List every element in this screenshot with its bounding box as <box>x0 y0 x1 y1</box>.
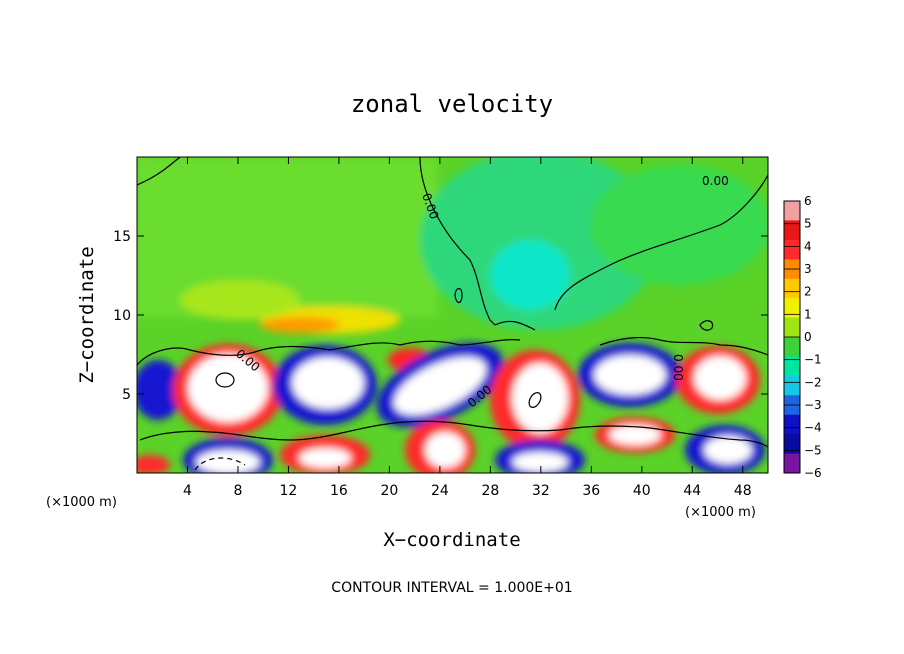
x-tick-label: 4 <box>183 483 192 499</box>
y-tick-label: 15 <box>113 229 131 245</box>
contour-lines <box>137 157 768 471</box>
chart-title: zonal velocity <box>351 90 553 118</box>
x-axis-label: X−coordinate <box>383 529 520 551</box>
colorbar-label: −3 <box>804 398 822 412</box>
colorbar-swatch <box>784 220 800 241</box>
x-axis: 4 8 12 16 20 24 28 32 36 40 44 48 <box>183 157 752 499</box>
colorbar-swatch <box>784 453 800 474</box>
x-tick-label: 28 <box>481 483 499 499</box>
colorbar-swatch <box>784 201 800 221</box>
x-tick-label: 24 <box>431 483 449 499</box>
x-tick-label: 40 <box>633 483 651 499</box>
x-tick-label: 48 <box>734 483 752 499</box>
y-axis-label: Z−coordinate <box>76 246 98 383</box>
x-tick-label: 8 <box>233 483 242 499</box>
x-tick-label: 16 <box>330 483 348 499</box>
colorbar-label: 6 <box>804 194 812 208</box>
colorbar-label: 2 <box>804 285 812 299</box>
colorbar-swatch <box>784 337 800 357</box>
colorbar-swatch <box>784 414 800 435</box>
colorbar-label: 0 <box>804 330 812 344</box>
colorbar-label: 5 <box>804 217 812 231</box>
colorbar-label: 4 <box>804 239 812 253</box>
colorbar-label: 1 <box>804 307 812 321</box>
x-tick-label: 20 <box>380 483 398 499</box>
y-axis: 5 10 15 <box>113 229 768 403</box>
colorbar-swatch <box>784 434 800 455</box>
colorbar: 6 5 4 3 2 1 0 −1 −2 −3 −4 −5 −6 <box>783 194 822 480</box>
colorbar-swatch <box>784 375 800 396</box>
x-unit-left: (×1000 m) <box>46 495 117 510</box>
y-tick-label: 5 <box>122 387 131 403</box>
contour-label: 0.00 <box>671 354 685 381</box>
colorbar-label: −6 <box>804 466 822 480</box>
colorbar-swatch <box>784 356 800 377</box>
contour-interval-note: CONTOUR INTERVAL = 1.000E+01 <box>331 580 572 596</box>
colorbar-swatch <box>784 298 800 319</box>
contour-label: 0.00 <box>702 174 729 188</box>
x-tick-label: 32 <box>532 483 550 499</box>
colorbar-swatch <box>784 278 800 299</box>
x-tick-label: 12 <box>280 483 298 499</box>
colorbar-swatch <box>784 239 800 260</box>
x-tick-label: 44 <box>683 483 701 499</box>
x-tick-label: 36 <box>582 483 600 499</box>
x-unit-right: (×1000 m) <box>685 505 756 520</box>
y-tick-label: 10 <box>113 308 131 324</box>
heatmap-field <box>137 157 768 473</box>
colorbar-label: −4 <box>804 421 822 435</box>
colorbar-label: −1 <box>804 353 822 367</box>
colorbar-label: −5 <box>804 443 822 457</box>
colorbar-swatch <box>784 317 800 338</box>
colorbar-label: 3 <box>804 262 812 276</box>
colorbar-label: −2 <box>804 375 822 389</box>
